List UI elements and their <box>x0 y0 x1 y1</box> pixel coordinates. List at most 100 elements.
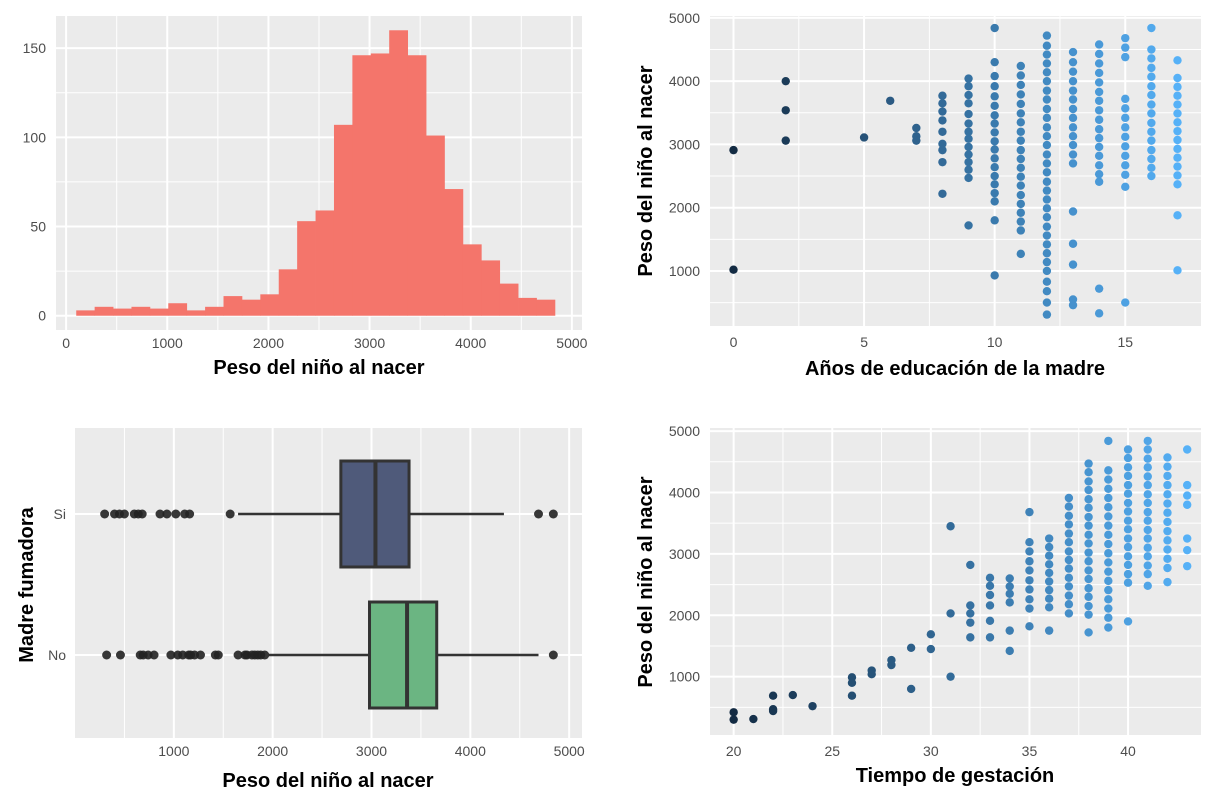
education-point <box>1068 239 1078 248</box>
education-point <box>964 134 973 143</box>
education-point <box>1094 115 1104 124</box>
education-point <box>1068 159 1078 168</box>
education-point <box>1121 161 1130 170</box>
box-outlier <box>100 509 110 519</box>
education-x-ticks: 0 5 10 15 <box>730 334 1134 350</box>
histogram-bar <box>407 55 427 316</box>
gestation-y-ticks: 1000 2000 3000 4000 5000 <box>669 423 700 685</box>
education-point <box>1016 127 1025 136</box>
education-x-axis-title: Años de educación de la madre <box>805 358 1105 380</box>
histogram-bar <box>186 310 206 316</box>
histogram-panel: 0 1000 2000 3000 4000 5000 0 50 100 150 Peso del… <box>23 16 588 379</box>
education-point <box>1121 151 1130 161</box>
gestation-point <box>1143 581 1152 590</box>
education-point <box>1094 40 1104 49</box>
histogram-bar <box>536 299 556 316</box>
education-x-tick-label: 5 <box>860 334 868 350</box>
histogram-bar <box>149 308 169 316</box>
education-point <box>1042 59 1052 68</box>
education-point <box>990 188 999 198</box>
education-point <box>1016 226 1025 235</box>
education-point <box>990 180 999 189</box>
education-point <box>1173 126 1182 136</box>
education-point <box>1042 231 1052 240</box>
education-point <box>964 142 973 152</box>
education-point <box>1173 180 1182 189</box>
education-point <box>1094 106 1104 115</box>
education-point <box>938 189 947 198</box>
gestation-point <box>1044 594 1054 603</box>
gestation-point <box>1104 512 1113 521</box>
gestation-point <box>1064 520 1074 529</box>
gestation-point <box>1182 561 1192 571</box>
education-point <box>938 91 947 100</box>
education-point <box>859 133 869 142</box>
gestation-point <box>729 715 738 724</box>
gestation-point <box>966 601 975 610</box>
education-point <box>1121 123 1130 132</box>
education-point <box>964 150 973 159</box>
histogram-bar <box>481 260 501 316</box>
gestation-point <box>1064 502 1074 511</box>
histogram-bar <box>113 308 132 316</box>
gestation-point <box>1163 545 1172 554</box>
education-point <box>1016 163 1025 173</box>
education-point <box>964 165 973 174</box>
gestation-point <box>1084 539 1093 548</box>
gestation-point <box>1123 445 1133 454</box>
gestation-point <box>1104 530 1113 540</box>
education-point <box>1173 171 1182 180</box>
histogram-bar <box>168 303 188 316</box>
histogram-bar <box>462 244 482 316</box>
box-outlier <box>115 650 125 660</box>
gestation-y-tick-label: 3000 <box>669 546 700 562</box>
gestation-x-tick-label: 30 <box>923 743 939 759</box>
histogram-y-tick-label: 0 <box>38 308 46 324</box>
education-point <box>1068 67 1078 76</box>
gestation-point <box>1084 495 1093 504</box>
histogram-bar <box>315 210 335 316</box>
gestation-point <box>1064 493 1074 503</box>
gestation-point <box>1104 466 1113 475</box>
gestation-point <box>1025 622 1034 631</box>
gestation-point <box>1182 480 1192 490</box>
gestation-point <box>1104 567 1113 576</box>
gestation-y-tick-label: 2000 <box>669 607 700 623</box>
gestation-point <box>1104 585 1113 595</box>
education-point <box>1068 57 1078 67</box>
education-point <box>1016 61 1025 71</box>
gestation-point <box>1064 564 1074 573</box>
education-y-tick-label: 4000 <box>669 73 700 89</box>
gestation-points <box>729 436 1192 724</box>
education-point <box>1042 168 1052 177</box>
education-point <box>1068 104 1078 114</box>
education-point <box>1147 72 1156 81</box>
gestation-point <box>1084 485 1093 495</box>
gestation-point <box>1104 576 1113 586</box>
gestation-point <box>1104 493 1113 503</box>
education-point <box>1042 195 1052 204</box>
education-points <box>729 23 1182 319</box>
gestation-point <box>1143 525 1152 535</box>
education-y-axis-title: Peso del niño al nacer <box>635 65 657 276</box>
education-x-tick-label: 10 <box>987 334 1003 350</box>
gestation-point <box>1044 551 1054 560</box>
gestation-point <box>1084 584 1093 593</box>
gestation-point <box>1044 603 1054 612</box>
education-point <box>1147 118 1156 128</box>
education-point <box>1042 240 1052 249</box>
education-point <box>1173 211 1182 220</box>
education-point <box>1042 41 1052 50</box>
gestation-point <box>1084 530 1093 540</box>
education-point <box>1094 309 1104 318</box>
education-point <box>1121 33 1130 43</box>
education-point <box>1094 151 1104 161</box>
education-point <box>1121 132 1130 142</box>
histogram-bar <box>444 189 464 316</box>
education-y-tick-label: 3000 <box>669 136 700 152</box>
education-point <box>990 101 999 111</box>
histogram-bar <box>297 221 316 316</box>
education-point <box>1068 47 1078 57</box>
education-point <box>1094 125 1104 134</box>
education-point <box>1147 45 1156 54</box>
